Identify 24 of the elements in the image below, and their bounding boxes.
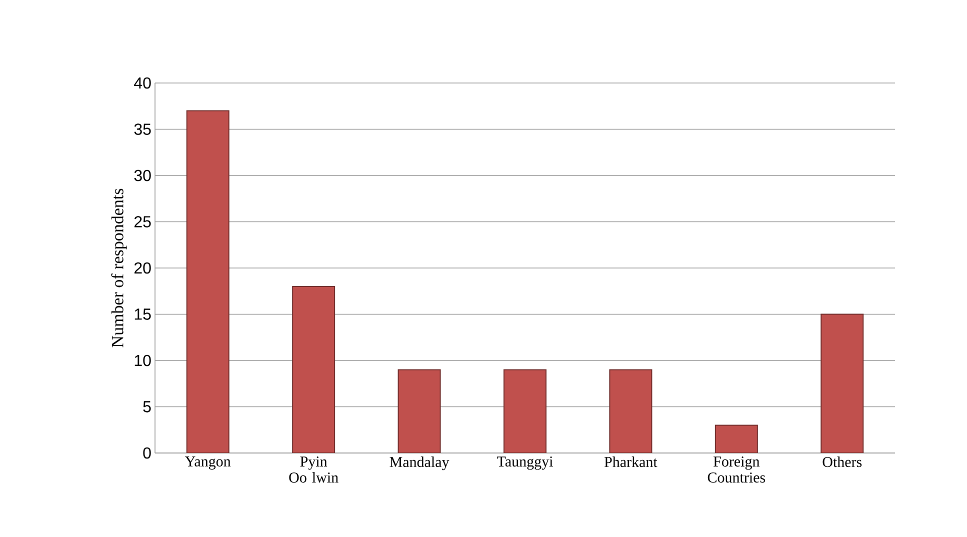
bar <box>186 110 230 453</box>
y-tick-label: 20 <box>134 262 151 274</box>
bar <box>609 369 652 453</box>
bar <box>398 369 441 453</box>
y-tick-label: 10 <box>134 354 151 366</box>
x-tick-label: Foreign Countries <box>708 456 766 483</box>
bar <box>714 424 758 453</box>
x-tick-label: Others <box>822 456 862 468</box>
x-tick-label: Pyin Oo lwin <box>289 456 338 483</box>
bar <box>504 369 546 453</box>
y-tick-label: 40 <box>134 77 151 89</box>
y-tick-label: 5 <box>143 401 151 412</box>
y-tick-label: 30 <box>134 170 151 182</box>
x-tick-label: Mandalay <box>390 456 450 470</box>
x-tick-label: Yangon <box>185 456 231 470</box>
x-tick-label: Taunggyi <box>497 456 553 470</box>
y-tick-label: 0 <box>143 447 151 459</box>
y-tick-label: 15 <box>134 308 151 320</box>
bar <box>292 286 336 453</box>
y-tick-label: 25 <box>134 216 151 228</box>
y-axis-title: Number of respondents <box>111 188 127 348</box>
bar <box>820 314 864 453</box>
y-tick-label: 35 <box>134 124 151 135</box>
x-tick-label: Pharkant <box>604 456 658 468</box>
